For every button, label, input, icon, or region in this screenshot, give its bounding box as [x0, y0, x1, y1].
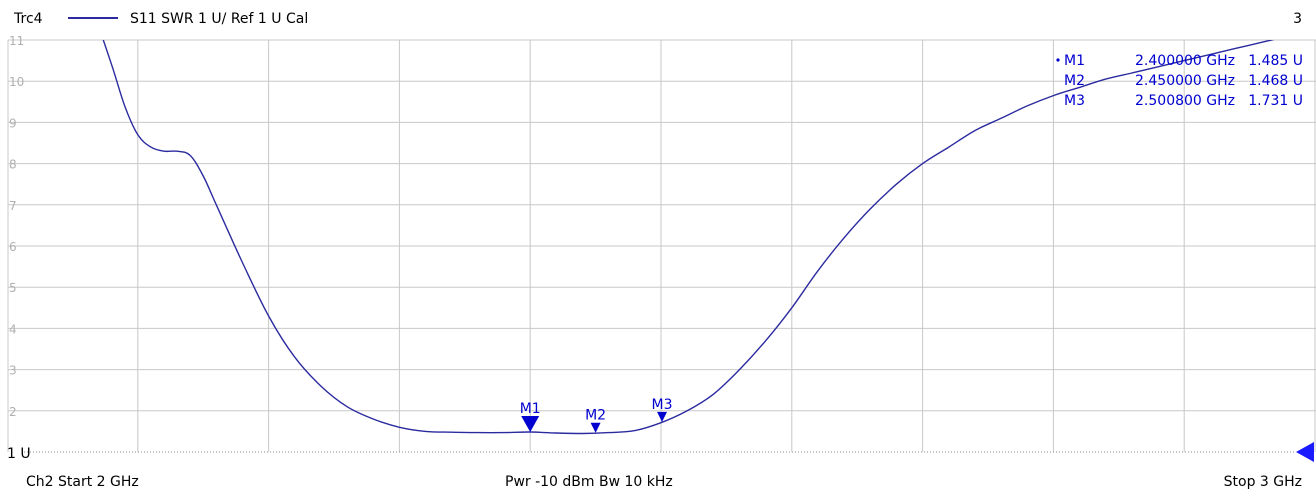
trace-name[interactable]: Trc4: [13, 11, 43, 27]
readout-m2-name: M2: [1064, 73, 1085, 89]
stop-frequency[interactable]: Stop 3 GHz: [1224, 474, 1302, 490]
readout-m2-freq: 2.450000 GHz: [1135, 73, 1235, 89]
trace-info[interactable]: S11 SWR 1 U/ Ref 1 U Cal: [130, 11, 308, 27]
marker-layer: M1 M2 M3: [520, 397, 673, 433]
reference-arrow-icon[interactable]: [1296, 442, 1314, 462]
y-tick-label: 9: [9, 116, 17, 130]
y-tick-label: 2: [9, 405, 17, 419]
reference-label: 1 U: [7, 446, 31, 462]
marker-m1-icon: [521, 416, 540, 433]
channel-number: 3: [1293, 11, 1302, 27]
y-tick-label: 7: [9, 199, 17, 213]
readout-m3-value: 1.731 U: [1248, 93, 1303, 109]
trace-layer: [102, 40, 1275, 435]
y-tick-label: 5: [9, 281, 17, 295]
active-marker-dot-icon: [1056, 58, 1060, 62]
y-tick-label: 4: [9, 322, 17, 336]
marker-m3-icon: [657, 411, 668, 422]
marker-readout: M1 2.400000 GHz 1.485 U M2 2.450000 GHz 1.468…: [1056, 53, 1303, 109]
y-tick-label: 11: [9, 34, 24, 48]
trace-line: [102, 40, 1275, 435]
readout-m1-freq: 2.400000 GHz: [1135, 53, 1235, 69]
readout-m3-name: M3: [1064, 93, 1085, 109]
y-tick-labels: 2 3 4 5 6 7 8 9 10 11: [9, 34, 24, 419]
y-tick-label: 8: [9, 158, 17, 172]
marker-m3-label: M3: [652, 397, 673, 413]
marker-m2-icon: [590, 422, 601, 433]
marker-m1-label: M1: [520, 401, 541, 417]
y-tick-label: 3: [9, 364, 17, 378]
grid: [7, 39, 1316, 452]
readout-m3-freq: 2.500800 GHz: [1135, 93, 1235, 109]
start-frequency[interactable]: Ch2 Start 2 GHz: [26, 474, 139, 490]
readout-m1-name: M1: [1064, 53, 1085, 69]
marker-m2-label: M2: [585, 408, 606, 424]
y-tick-label: 6: [9, 240, 17, 254]
readout-m2-value: 1.468 U: [1248, 73, 1303, 89]
y-tick-label: 10: [9, 75, 24, 89]
readout-m1-value: 1.485 U: [1248, 53, 1303, 69]
power-bandwidth[interactable]: Pwr -10 dBm Bw 10 kHz: [505, 474, 673, 490]
